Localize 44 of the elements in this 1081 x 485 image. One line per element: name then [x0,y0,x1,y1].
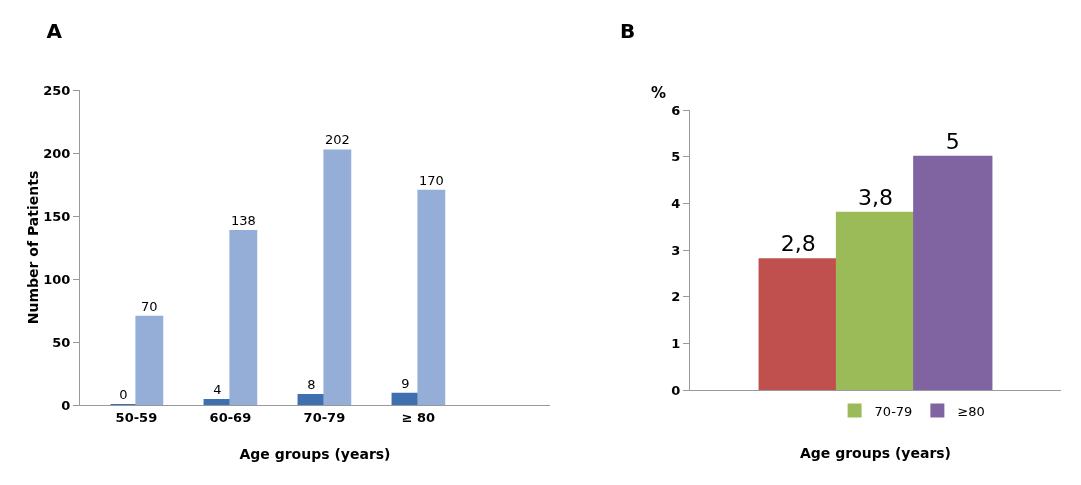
x-axis-title: Age groups (years) [239,445,391,462]
x-tick-label: 70-79 [303,409,346,425]
y-tick-label: 0 [671,382,681,398]
bar [323,149,352,405]
data-label: 0 [119,387,128,402]
y-tick-label: 2 [671,289,681,305]
legend-label: ≥80 [957,403,985,419]
y-tick-label: 150 [43,208,71,224]
bar [417,189,446,405]
bar [758,258,838,390]
y-axis-title: % [651,84,667,102]
bar [835,211,916,390]
chart-title: B [620,19,636,44]
data-label: 170 [418,172,444,188]
data-label: 9 [401,375,410,391]
y-tick-label: 200 [43,145,71,161]
y-tick-label: 4 [671,195,681,211]
bar [203,398,232,405]
bar [913,155,993,390]
x-tick-label: ≥ 80 [401,409,436,425]
data-label: 202 [324,132,350,148]
data-label: 4 [213,381,222,397]
y-tick-label: 3 [671,242,681,258]
bar [229,230,258,405]
y-tick-label: 50 [52,334,71,350]
y-tick-label: 5 [671,149,681,165]
y-tick-label: 250 [43,82,71,98]
data-label: 70 [141,298,158,314]
data-label: 2,8 [780,231,816,257]
y-tick-label: 6 [671,102,681,118]
x-axis-title: Age groups (years) [799,444,952,461]
data-label: 138 [230,213,256,229]
y-tick-label: 0 [61,397,71,413]
data-label: 3,8 [858,184,893,210]
x-tick-label: 60-69 [209,409,252,425]
bar [297,393,326,405]
data-label: 5 [945,128,960,154]
data-label: 8 [307,376,316,392]
y-tick-label: 100 [43,271,71,287]
x-tick-label: 50-59 [115,409,158,425]
bar [135,315,164,405]
chart-title: A [46,19,63,44]
y-axis-title: Number of Patients [25,170,42,325]
y-tick-label: 1 [671,335,681,351]
